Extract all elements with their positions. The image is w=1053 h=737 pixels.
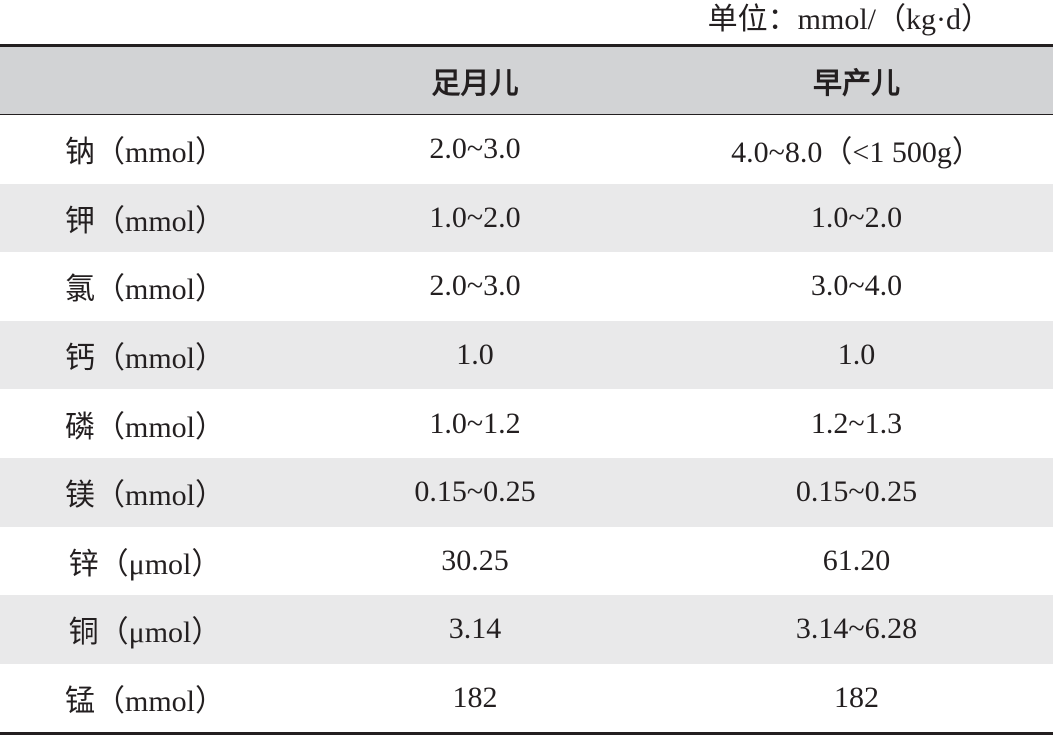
table-row: 镁（mmol） 0.15~0.25 0.15~0.25: [0, 457, 1053, 527]
preterm-value: 1.2~1.3: [810, 406, 903, 440]
row-label: 氯（mmol）: [64, 273, 225, 307]
unit-note: 单位：mmol/（kg·d）: [707, 3, 991, 36]
full-term-value: 0.15~0.25: [414, 475, 536, 509]
table-header: 足月儿 早产儿: [0, 44, 1053, 115]
table-row: 钾（mmol） 1.0~2.0 1.0~2.0: [0, 183, 1053, 253]
full-term-value: 2.0~3.0: [429, 132, 521, 166]
row-label: 铜（μmol）: [68, 616, 222, 650]
table-row: 磷（mmol） 1.0~1.2 1.2~1.3: [0, 389, 1053, 458]
full-term-value: 30.25: [441, 543, 509, 577]
table-body: 钠（mmol） 2.0~3.0 4.0~8.0（<1 500g） 钾（mmol）…: [0, 115, 1053, 736]
row-label: 锰（mmol）: [0, 663, 290, 736]
row-label: 钾（mmol）: [64, 204, 225, 238]
preterm-value: 4.0~8.0（<1 500g）: [731, 136, 982, 170]
header-full-term: 足月儿: [290, 44, 660, 115]
preterm-value: 0.15~0.25: [795, 475, 918, 509]
full-term-value: 1.0~1.2: [429, 406, 521, 440]
preterm-value: 3.14~6.28: [795, 612, 918, 646]
row-label: 钙（mmol）: [64, 342, 225, 376]
row-label: 镁（mmol）: [64, 479, 225, 513]
full-term-value: 1.0: [456, 338, 494, 372]
table-row: 氯（mmol） 2.0~3.0 3.0~4.0: [0, 252, 1053, 321]
preterm-value: 1.0: [837, 338, 876, 372]
header-preterm: 早产儿: [660, 44, 1053, 115]
table-row: 钠（mmol） 2.0~3.0 4.0~8.0（<1 500g）: [0, 115, 1053, 184]
row-label: 锌（μmol）: [68, 547, 222, 581]
header-empty: [0, 44, 290, 115]
table-row: 铜（μmol） 3.14 3.14~6.28: [0, 595, 1053, 664]
preterm-value: 3.0~4.0: [810, 269, 903, 303]
full-term-value: 3.14: [448, 612, 502, 646]
full-term-value: 2.0~3.0: [429, 269, 521, 303]
row-label: 钠（mmol）: [64, 136, 225, 170]
table-row: 锌（μmol） 30.25 61.20: [0, 527, 1053, 596]
table-row: 锰（mmol） 182 182: [0, 663, 1053, 736]
preterm-value: 1.0~2.0: [810, 200, 903, 234]
table-row: 钙（mmol） 1.0 1.0: [0, 320, 1053, 390]
row-label: 磷（mmol）: [64, 410, 225, 444]
preterm-value: 182: [660, 663, 1053, 736]
header-row: 足月儿 早产儿: [0, 44, 1053, 115]
preterm-value: 61.20: [822, 543, 891, 577]
full-term-value: 1.0~2.0: [429, 200, 521, 234]
electrolyte-table: 足月儿 早产儿 钠（mmol） 2.0~3.0 4.0~8.0（<1 500g）…: [0, 44, 1053, 736]
full-term-value: 182: [290, 663, 660, 736]
